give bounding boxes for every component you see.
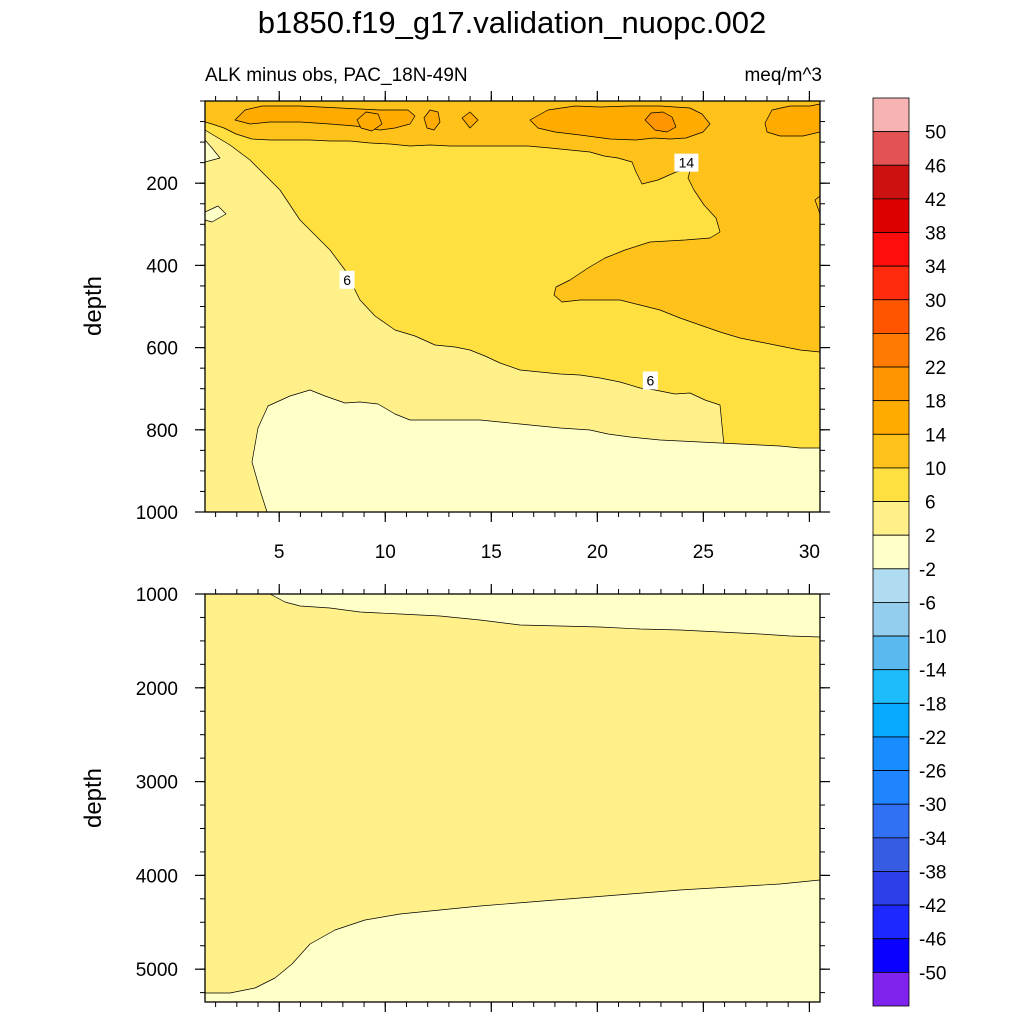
colorbar-swatch [872, 433, 910, 469]
colorbar-swatch [872, 938, 910, 973]
colorbar-swatch [872, 366, 910, 402]
colorbar-label: -42 [919, 896, 946, 917]
contour-label: 14 [674, 153, 699, 172]
colorbar-label: 18 [925, 392, 946, 413]
x-tick-label: 15 [481, 542, 502, 563]
upper-panel: 5 10 15 20 25 30 200 400 600 800 1000 14 6 6 depth [80, 91, 830, 563]
colorbar-label: -6 [919, 593, 936, 614]
x-tick-label: 10 [375, 542, 396, 563]
colorbar-label: -14 [919, 661, 947, 682]
colorbar-swatch [872, 333, 910, 368]
chart-subtitle-left: ALK minus obs, PAC_18N-49N [205, 65, 468, 86]
colorbar-swatch [872, 131, 910, 166]
colorbar-label: -50 [919, 963, 946, 984]
colorbar-label: -10 [919, 627, 946, 648]
colorbar-swatch [872, 164, 910, 200]
chart-title: b1850.f19_g17.validation_nuopc.002 [258, 5, 767, 40]
colorbar-swatch [872, 467, 910, 502]
colorbar-label: -26 [919, 762, 946, 783]
colorbar-label: 14 [925, 425, 947, 446]
colorbar-swatch [872, 770, 910, 805]
contour-label: 6 [642, 371, 658, 390]
colorbar-swatch [872, 803, 910, 839]
colorbar-label: -38 [919, 862, 946, 883]
colorbar-swatch [872, 299, 910, 334]
colorbar-swatch [872, 635, 910, 671]
colorbar-label: -22 [919, 728, 946, 749]
svg-text:6: 6 [343, 272, 351, 288]
y-tick-label: 400 [146, 256, 178, 277]
upper-fill-band-6-10 [205, 101, 820, 512]
colorbar-label: 6 [925, 493, 936, 514]
upper-fill-band-18-22 [644, 111, 677, 133]
y-tick-label: 800 [146, 421, 178, 442]
svg-text:14: 14 [679, 155, 695, 171]
lower-panel: 1000 2000 3000 4000 5000 depth [80, 584, 830, 1012]
colorbar-label: 38 [925, 224, 946, 245]
x-tick-label: 25 [693, 542, 714, 563]
colorbar-label: 46 [925, 156, 946, 177]
colorbar-label: 50 [925, 123, 946, 144]
colorbar-swatch [872, 198, 910, 233]
y-tick-label: 2000 [136, 679, 178, 700]
colorbar-swatch [872, 501, 910, 536]
colorbar-label: 2 [925, 526, 936, 547]
lower-ylabel: depth [80, 768, 107, 828]
colorbar-label: 42 [925, 190, 946, 211]
y-tick-label: 1000 [136, 585, 178, 606]
colorbar-swatch [872, 534, 910, 570]
lower-fill-band-m2-2-bottom [205, 879, 820, 1002]
colorbar-label: 22 [925, 358, 946, 379]
colorbar-swatch [872, 602, 910, 637]
colorbar-swatch [872, 736, 910, 771]
contour-label: 6 [339, 270, 355, 289]
colorbar-label: -2 [919, 560, 936, 581]
colorbar-swatch [872, 871, 910, 906]
colorbar-swatch [872, 837, 910, 872]
colorbar-label: 26 [925, 324, 946, 345]
colorbar-label: 34 [925, 257, 947, 278]
y-tick-label: 200 [146, 174, 178, 195]
svg-text:6: 6 [646, 372, 654, 388]
y-tick-label: 600 [146, 339, 178, 360]
colorbar-swatch [872, 702, 910, 738]
lower-fill-band-m2-2-top [269, 594, 820, 638]
x-tick-label: 30 [799, 542, 820, 563]
colorbar-label: 10 [925, 459, 946, 480]
colorbar-swatch [872, 904, 910, 940]
x-tick-label: 5 [274, 542, 285, 563]
y-tick-label: 5000 [136, 960, 178, 981]
chart-subtitle-units: meq/m^3 [744, 65, 822, 86]
colorbar-label: 30 [925, 291, 946, 312]
colorbar-label: -18 [919, 694, 946, 715]
colorbar-swatch [872, 265, 910, 301]
upper-ylabel: depth [80, 276, 107, 336]
y-tick-label: 4000 [136, 866, 178, 887]
colorbar-label: -34 [919, 829, 947, 850]
colorbar-label: -30 [919, 795, 946, 816]
colorbar-swatch [872, 97, 910, 133]
x-tick-label: 20 [587, 542, 608, 563]
y-tick-label: 1000 [136, 503, 178, 524]
colorbar-swatch [872, 568, 910, 603]
colorbar-swatch [872, 400, 910, 435]
colorbar-swatch [872, 669, 910, 704]
y-tick-label: 3000 [136, 773, 178, 794]
colorbar: 50 46 42 38 34 30 26 22 18 14 10 6 2 -2 -6 -10 -14 -18 -22… [872, 97, 947, 1007]
colorbar-label: -46 [919, 930, 946, 951]
upper-fill-band-m2-2 [251, 389, 820, 512]
colorbar-swatch [872, 971, 910, 1007]
colorbar-swatch [872, 232, 910, 267]
